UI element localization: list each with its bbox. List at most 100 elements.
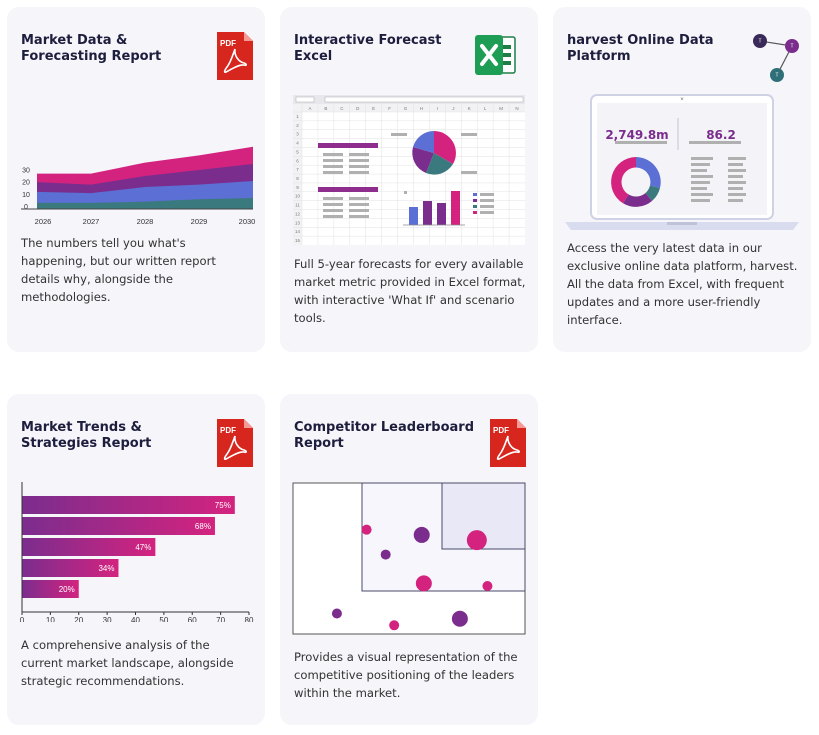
column-header: G: [404, 106, 408, 111]
column-header: B: [324, 106, 327, 111]
x-tick-label: 40: [131, 616, 140, 622]
bar-value-label: 75%: [215, 501, 231, 510]
bubble-point: [389, 620, 400, 631]
y-tick-label: 20: [22, 180, 30, 187]
horizontal-bar-chart: 75% 68% 47% 34% 20% 0 10 20 30 40 50 60 70 80: [13, 482, 261, 625]
row-header: 4: [296, 141, 299, 146]
y-tick-label: 0: [24, 204, 28, 211]
pdf-label: PDF: [220, 426, 236, 435]
column-header: H: [420, 106, 423, 111]
x-tick-label: 2029: [191, 217, 208, 226]
card-forecast-excel[interactable]: Interactive Forecast Excel A B C D E F G H I J K L M…: [280, 7, 538, 352]
area-chart: 0 10 20 30 2026 2027 2028 2029 2030: [17, 92, 257, 232]
pdf-label: PDF: [493, 426, 509, 435]
column-header: L: [484, 106, 487, 111]
excel-icon: [473, 33, 517, 77]
bar: [22, 517, 215, 535]
y-tick-label: 10: [22, 192, 30, 199]
column-header: A: [308, 106, 311, 111]
card-title: Market Data & Forecasting Report: [21, 33, 162, 64]
bubble-point: [482, 581, 493, 592]
card-title: harvest Online Data Platform: [567, 33, 714, 64]
x-tick-label: 2028: [137, 217, 154, 226]
bar: [22, 580, 79, 598]
column-header: I: [437, 106, 438, 111]
x-tick-label: 50: [159, 616, 168, 622]
x-tick-label: 30: [103, 616, 112, 622]
svg-text:×: ×: [680, 97, 684, 103]
column-header: M: [499, 106, 503, 111]
card-description: A comprehensive analysis of the current …: [21, 638, 234, 688]
card-market-trends-report[interactable]: Market Trends & Strategies Report PDF 75…: [7, 394, 265, 725]
area-series-1: [37, 198, 253, 209]
column-header: K: [468, 106, 471, 111]
row-header: 3: [296, 132, 299, 137]
x-tick-label: 20: [74, 616, 83, 622]
row-header: 11: [295, 203, 300, 208]
bar-value-label: 68%: [195, 522, 211, 531]
x-tick-label: 0: [20, 616, 25, 622]
x-tick-label: 80: [245, 616, 254, 622]
row-header: 14: [295, 229, 301, 234]
svg-text:ᵀ: ᵀ: [790, 44, 793, 51]
row-header: 8: [296, 176, 299, 181]
x-tick-label: 2030: [239, 217, 256, 226]
row-header: 10: [295, 194, 301, 199]
row-header: 6: [296, 158, 299, 163]
x-tick-label: 60: [188, 616, 197, 622]
column-header: N: [515, 106, 518, 111]
bar-value-label: 47%: [135, 543, 151, 552]
kpi-value-2: 86.2: [706, 128, 736, 142]
x-tick-label: 2026: [35, 217, 52, 226]
card-harvest-platform[interactable]: harvest Online Data Platform ᵀ ᵀ ᵀ ×: [553, 7, 811, 352]
pdf-icon: PDF: [217, 419, 253, 467]
svg-text:ᵀ: ᵀ: [775, 73, 778, 80]
bar-value-label: 20%: [59, 585, 75, 594]
card-description: Full 5-year forecasts for every availabl…: [294, 257, 526, 325]
bubble-point: [451, 610, 468, 627]
card-description: Access the very latest data in our exclu…: [567, 241, 798, 327]
column-header: E: [372, 106, 375, 111]
svg-text:ᵀ: ᵀ: [758, 39, 761, 46]
y-tick-label: 30: [22, 167, 30, 174]
network-icon: ᵀ ᵀ ᵀ: [749, 29, 801, 85]
row-header: 12: [295, 211, 301, 216]
bubble-point: [415, 575, 432, 592]
card-description: Provides a visual representation of the …: [294, 650, 518, 700]
x-tick-label: 2027: [83, 217, 100, 226]
row-header: 13: [295, 220, 301, 225]
kpi-value-1: 2,749.8m: [605, 128, 669, 142]
bubble-quadrant-chart: [292, 482, 526, 635]
bar: [22, 538, 156, 556]
row-header: 7: [296, 167, 299, 172]
bubble-point: [361, 524, 372, 535]
card-title: Competitor Leaderboard Report: [294, 420, 475, 451]
bar: [22, 496, 235, 514]
row-header: 2: [296, 123, 299, 128]
x-tick-label: 70: [216, 616, 225, 622]
bar: [22, 559, 119, 577]
bubble-point: [413, 526, 430, 543]
laptop-illustration: × 2,749.8m 86.2: [565, 94, 799, 234]
bar-value-label: 34%: [98, 564, 114, 573]
column-header: J: [452, 106, 454, 111]
row-header: 5: [296, 149, 299, 154]
pdf-label: PDF: [220, 39, 236, 48]
column-header: F: [388, 106, 391, 111]
card-market-data-report[interactable]: Market Data & Forecasting Report PDF 0 10…: [7, 7, 265, 352]
bubble-point: [466, 530, 487, 551]
card-competitor-leaderboard[interactable]: Competitor Leaderboard Report PDF Provid…: [280, 394, 538, 725]
card-title: Interactive Forecast Excel: [294, 33, 442, 64]
column-header: D: [356, 106, 360, 111]
bubble-point: [331, 608, 342, 619]
row-header: 9: [296, 185, 299, 190]
bubble-point: [380, 549, 391, 560]
column-header: C: [340, 106, 344, 111]
pdf-icon: PDF: [490, 419, 526, 467]
row-header: 15: [295, 238, 301, 243]
card-title: Market Trends & Strategies Report: [21, 420, 152, 451]
card-description: The numbers tell you what's happening, b…: [21, 236, 216, 304]
pdf-icon: PDF: [217, 32, 253, 80]
x-tick-label: 10: [46, 616, 55, 622]
